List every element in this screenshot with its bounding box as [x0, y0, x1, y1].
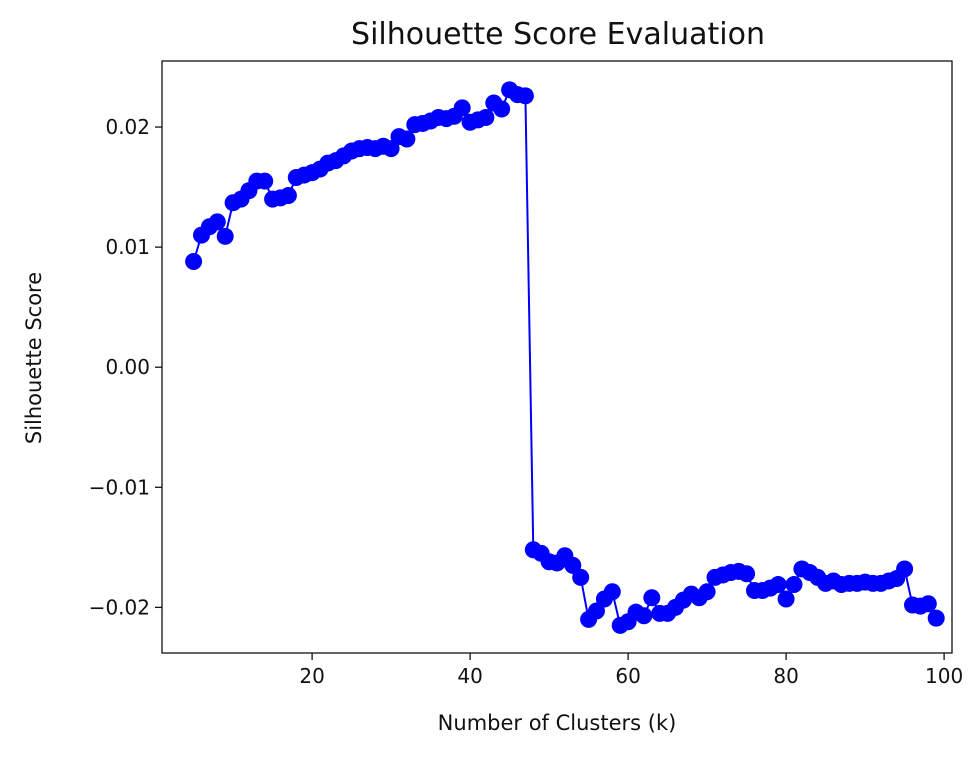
data-point	[777, 590, 795, 608]
data-point	[588, 602, 605, 620]
y-tick-label: 0.01	[105, 235, 150, 259]
data-point	[643, 589, 661, 607]
plot-frame	[161, 60, 953, 654]
data-point	[216, 227, 234, 245]
x-tick-label: 100	[925, 664, 963, 688]
data-point	[516, 87, 534, 105]
data-point	[603, 583, 621, 601]
x-tick-label: 80	[773, 664, 798, 688]
y-axis-label: Silhouette Score	[22, 272, 46, 444]
y-tick-label: −0.01	[89, 475, 150, 499]
data-point	[927, 609, 945, 627]
data-point	[698, 583, 716, 601]
axis-ticks: 20 40 60 80 100 −0.02 −0.01 0.00 0.01 0.02	[89, 115, 963, 688]
x-tick-label: 20	[299, 664, 324, 688]
data-point	[919, 595, 937, 613]
data-point	[256, 172, 274, 190]
data-point	[398, 130, 416, 148]
chart-title: Silhouette Score Evaluation	[351, 17, 765, 52]
data-point	[564, 556, 582, 574]
data-point	[382, 140, 400, 158]
data-point	[185, 253, 203, 271]
data-point	[493, 100, 511, 118]
y-tick-label: 0.00	[105, 355, 150, 379]
data-series	[185, 81, 945, 634]
data-point	[896, 560, 914, 578]
y-tick-label: −0.02	[89, 595, 150, 619]
data-point	[785, 576, 803, 594]
data-point	[453, 99, 471, 117]
data-point	[769, 576, 787, 594]
x-axis-label: Number of Clusters (k)	[438, 711, 677, 735]
data-point	[477, 108, 495, 126]
data-point	[208, 213, 226, 231]
data-point	[572, 568, 590, 586]
y-tick-label: 0.02	[105, 115, 150, 139]
x-tick-label: 40	[457, 664, 482, 688]
data-point	[635, 607, 653, 625]
x-tick-label: 60	[615, 664, 640, 688]
data-point	[738, 565, 756, 583]
data-point	[279, 186, 297, 204]
